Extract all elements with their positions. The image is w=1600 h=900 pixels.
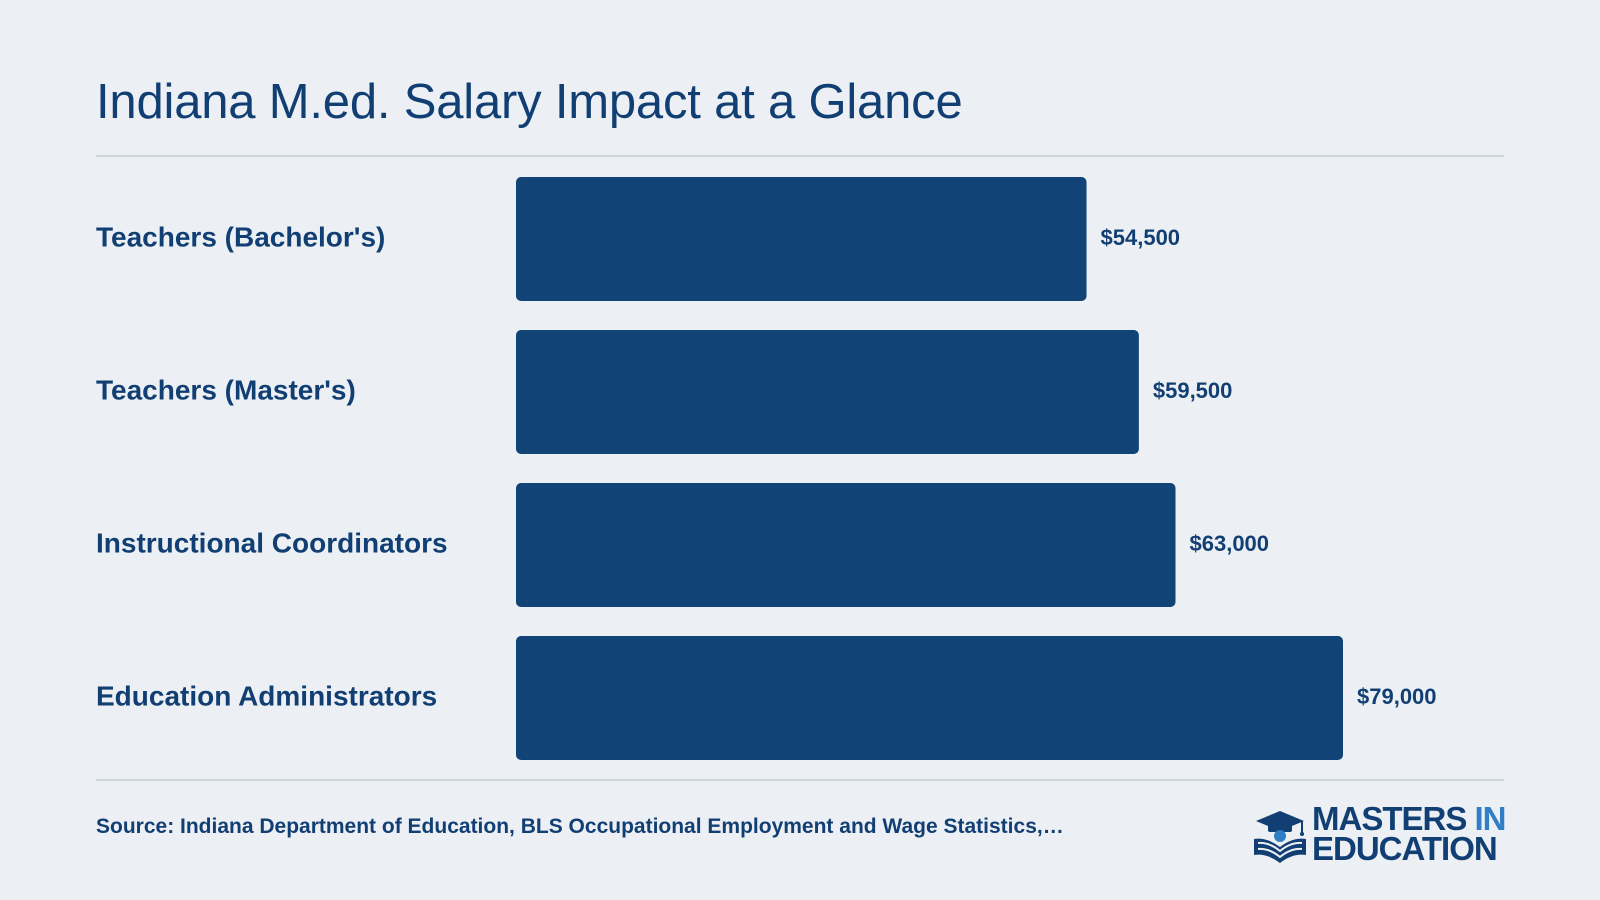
value-label: $54,500	[1101, 225, 1181, 250]
value-label: $59,500	[1153, 378, 1233, 403]
salary-bar	[516, 636, 1343, 760]
category-label: Teachers (Master's)	[96, 374, 356, 405]
source-note: Source: Indiana Department of Education,…	[96, 815, 1064, 838]
category-label: Education Administrators	[96, 680, 437, 711]
value-label: $79,000	[1357, 684, 1437, 709]
salary-bar	[516, 177, 1087, 301]
top-divider	[96, 155, 1504, 157]
category-label: Instructional Coordinators	[96, 527, 448, 558]
brand-word-education: EDUCATION	[1312, 830, 1498, 867]
salary-bar	[516, 330, 1139, 454]
brand-logo: MASTERS IN EDUCATION	[1252, 802, 1507, 868]
brand-word-masters: MASTERS	[1312, 800, 1467, 837]
category-label: Teachers (Bachelor's)	[96, 221, 385, 252]
brand-word-in: IN	[1474, 800, 1507, 837]
chart-title: Indiana M.ed. Salary Impact at a Glance	[96, 75, 963, 129]
salary-bar	[516, 483, 1176, 607]
graduation-cap-book-icon	[1254, 811, 1306, 863]
brand-wordmark: MASTERS IN EDUCATION	[1312, 802, 1507, 867]
value-label: $63,000	[1190, 531, 1270, 556]
bottom-divider	[96, 779, 1504, 781]
